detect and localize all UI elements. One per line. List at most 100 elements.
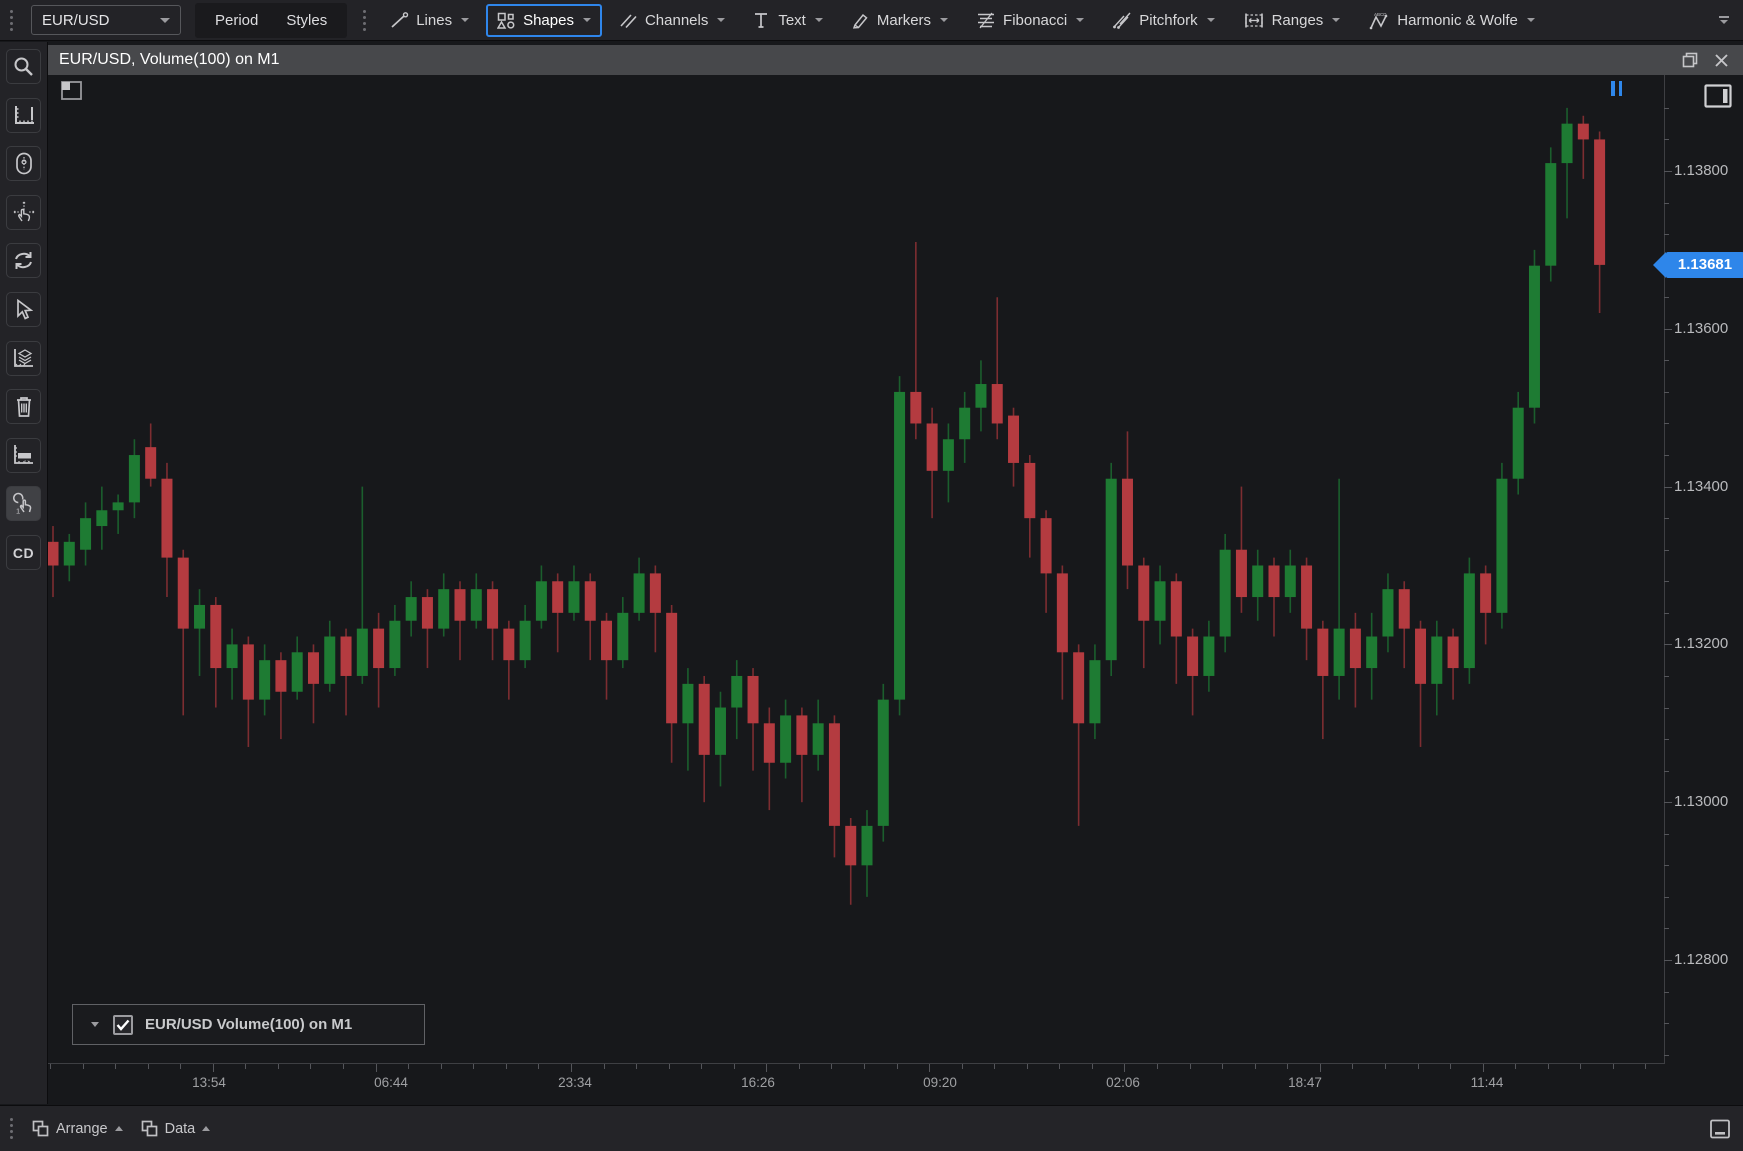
sidebar-tool-cursor[interactable] <box>6 292 41 327</box>
tool-harmonic-button[interactable]: ABCD Harmonic & Wolfe <box>1357 4 1546 37</box>
time-axis-tick <box>1384 1064 1386 1069</box>
time-axis-label: 09:20 <box>923 1075 957 1090</box>
chart-titlebar: EUR/USD, Volume(100) on M1 <box>48 45 1743 75</box>
sidebar-tool-mouse-scroll[interactable] <box>6 146 41 182</box>
legend-checkbox[interactable] <box>113 1014 133 1035</box>
text-icon <box>753 12 771 29</box>
svg-text:1: 1 <box>16 506 20 515</box>
candle <box>796 715 808 755</box>
monitor-icon[interactable] <box>1709 1119 1743 1139</box>
tool-label: Ranges <box>1271 11 1324 29</box>
sidebar-tool-sync[interactable] <box>6 243 41 279</box>
candle <box>1089 660 1101 724</box>
candle <box>1203 636 1215 676</box>
time-axis-tick <box>1352 1064 1354 1069</box>
restore-window-icon[interactable] <box>1682 52 1698 68</box>
tool-ranges-button[interactable]: Ranges <box>1232 4 1352 37</box>
time-axis-tick <box>1645 1064 1647 1069</box>
candle <box>1366 636 1378 669</box>
time-axis-tick <box>505 1064 507 1069</box>
period-button[interactable]: Period <box>201 3 272 38</box>
candle <box>80 518 92 550</box>
sync-icon <box>12 250 35 271</box>
time-axis-tick <box>1254 1064 1256 1069</box>
close-icon[interactable] <box>1714 53 1729 68</box>
price-axis-tick <box>1664 612 1669 614</box>
candle <box>1105 478 1117 661</box>
time-axis-tick <box>50 1064 51 1069</box>
price-axis-tick <box>1664 486 1672 488</box>
left-sidebar: 1 x 1 CD <box>0 42 48 1104</box>
tool-pitchfork-button[interactable]: Pitchfork <box>1101 4 1225 37</box>
tool-lines-button[interactable]: Lines <box>379 4 480 37</box>
sidebar-tool-measure[interactable]: 1 x <box>6 437 41 473</box>
candle <box>145 447 157 479</box>
price-axis-tick <box>1664 707 1669 709</box>
styles-button[interactable]: Styles <box>272 3 341 38</box>
legend-box: EUR/USD Volume(100) on M1 <box>72 1004 425 1045</box>
tool-label: Fibonacci <box>1003 11 1068 29</box>
candle <box>96 510 108 527</box>
candle <box>161 478 173 558</box>
toolbar-drag-handle[interactable] <box>0 9 23 31</box>
tool-markers-button[interactable]: Markers <box>840 4 959 37</box>
sidebar-tool-delete[interactable] <box>6 389 41 425</box>
time-axis-tick <box>180 1064 182 1069</box>
markers-icon <box>851 12 870 29</box>
time-axis-tick <box>408 1064 410 1069</box>
tool-label: Markers <box>876 11 932 29</box>
symbol-selector[interactable]: EUR/USD <box>31 5 181 35</box>
candle <box>259 660 271 700</box>
price-axis-tick <box>1664 739 1669 741</box>
time-axis-label: 06:44 <box>374 1075 408 1090</box>
price-axis-label: 1.13600 <box>1674 319 1729 337</box>
chart-canvas[interactable]: 1.13800 1.13600 1.13400 1.13200 1.13000 1.128… <box>48 75 1743 1104</box>
chevron-down-icon <box>160 17 170 23</box>
candle <box>324 636 336 684</box>
toolbar-overflow-button[interactable] <box>1719 16 1729 24</box>
time-axis-label: 02:06 <box>1106 1075 1140 1090</box>
candle <box>340 636 352 676</box>
candle <box>356 628 368 676</box>
pan-hand-icon <box>12 200 36 224</box>
legend-label: EUR/USD Volume(100) on M1 <box>145 1016 353 1033</box>
candle <box>1447 636 1459 669</box>
chevron-down-icon <box>1720 20 1728 24</box>
harmonic-icon: ABCD <box>1368 11 1390 30</box>
chevron-up-icon <box>114 1126 123 1131</box>
sidebar-tool-axis-scale[interactable] <box>6 97 41 133</box>
chevron-down-icon <box>1526 18 1535 22</box>
price-axis-tick <box>1664 360 1669 362</box>
time-axis-tick <box>896 1064 898 1069</box>
legend-expand-caret-icon[interactable] <box>91 1022 99 1027</box>
time-axis-tick <box>1059 1064 1061 1069</box>
time-axis-tick <box>798 1064 800 1069</box>
candle <box>1154 581 1166 621</box>
tool-shapes-button[interactable]: Shapes <box>486 3 602 37</box>
tool-channels-button[interactable]: Channels <box>608 4 736 37</box>
layers-icon <box>12 347 35 369</box>
price-axis-tick <box>1664 1054 1669 1056</box>
price-axis-label: 1.13000 <box>1674 793 1729 811</box>
candle <box>48 541 59 566</box>
price-axis-tick <box>1664 518 1669 520</box>
price-axis-tick <box>1664 549 1669 551</box>
time-axis-tick <box>701 1064 703 1069</box>
time-axis-tick <box>1612 1064 1614 1069</box>
tools-drag-handle[interactable] <box>353 9 376 31</box>
chart-layout-icon[interactable] <box>61 81 83 106</box>
channels-icon <box>619 12 638 29</box>
statusbar-drag-handle[interactable] <box>0 1118 23 1139</box>
tool-text-button[interactable]: Text <box>742 4 834 37</box>
sidebar-tool-pan[interactable] <box>6 194 41 230</box>
tool-label: Lines <box>416 11 453 29</box>
arrange-button[interactable]: Arrange <box>23 1106 132 1151</box>
data-button[interactable]: Data <box>132 1106 220 1151</box>
panel-toggle-icon[interactable] <box>1704 84 1732 113</box>
sidebar-tool-layers[interactable] <box>6 340 41 376</box>
time-axis-tick <box>538 1064 540 1069</box>
tool-fibonacci-button[interactable]: Fibonacci <box>965 4 1095 37</box>
sidebar-tool-one-click[interactable]: 1 <box>6 486 41 522</box>
sidebar-tool-chart-detail[interactable]: CD <box>6 535 41 570</box>
sidebar-tool-zoom[interactable] <box>6 49 41 84</box>
